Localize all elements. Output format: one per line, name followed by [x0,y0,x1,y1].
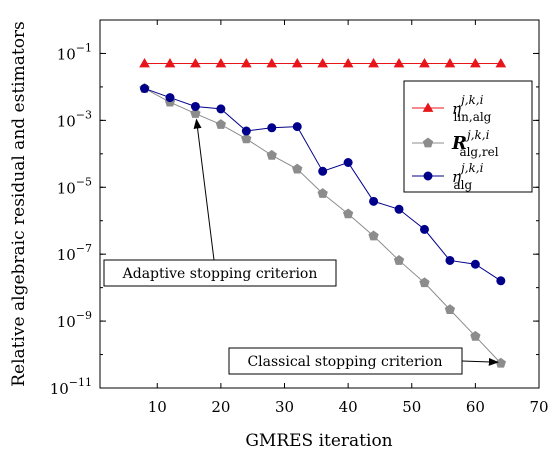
data-point [444,58,456,68]
x-tick-label: 50 [402,398,421,416]
data-point [266,149,277,160]
x-axis-title: GMRES iteration [245,431,392,451]
data-point [342,208,354,219]
data-point [292,122,302,132]
y-tick-label: 10−11 [50,376,92,398]
legend-label-0: ηj,k,i lin,alg [452,93,492,124]
annotation-classical-arrow [461,357,499,366]
legend-label-2: ηj,k,i alg [452,161,484,192]
data-point [292,163,303,174]
series-0 [139,58,507,68]
legend-marker-1 [422,137,434,148]
data-point [393,58,405,68]
legend-marker-2 [423,171,433,181]
y-tick-label: 10−9 [57,309,92,331]
y-tick-label: 10−5 [57,175,92,197]
data-point [266,58,278,68]
y-tick-label: 10−7 [57,242,92,264]
data-point [393,255,405,265]
data-point [140,83,150,93]
data-point [164,58,176,68]
data-point [394,204,404,214]
y-tick-label: 10−1 [57,41,92,63]
data-point [267,123,277,133]
x-tick-label: 20 [211,398,230,416]
annotation-adaptive-label: Adaptive stopping criterion [122,266,318,282]
annotation-classical-label: Classical stopping criterion [247,354,442,370]
data-point [495,58,507,68]
data-point [240,58,252,68]
data-point [318,166,328,176]
annotation-adaptive-arrow [193,118,215,261]
x-tick-label: 60 [466,398,485,416]
data-point [470,330,481,341]
data-point [291,58,303,68]
data-point [368,230,379,241]
data-point [470,58,481,68]
series-layer [139,58,507,368]
annotation-box-adaptive [103,259,337,287]
data-point [215,58,227,68]
data-point [241,133,252,144]
legend-marker-0 [422,102,434,112]
data-point [368,58,379,68]
data-point [317,58,329,68]
data-point [215,119,227,129]
x-tick-label: 30 [275,398,294,416]
annotation-layer: Adaptive stopping criterion Classical sto… [103,118,499,375]
axis-ticks: 10 20 30 40 50 60 70 10−11 10−9 10−7 10−5 10−3 10−1 [50,19,548,416]
data-point [216,104,226,114]
y-axis-title: Relative algebraic residual and estimato… [9,21,29,387]
data-point [190,58,201,68]
data-point [165,93,175,103]
data-point [496,276,506,286]
data-point [444,304,456,315]
data-point [445,255,455,265]
data-point [343,158,353,168]
data-point [419,277,430,288]
data-point [139,58,150,68]
data-point [369,196,379,206]
data-point [190,101,200,111]
data-point [190,108,201,118]
x-tick-label: 10 [148,398,167,416]
series-2 [140,83,506,286]
data-point [317,188,328,198]
x-tick-label: 70 [529,398,548,416]
y-tick-label: 10−3 [57,108,92,130]
data-point [419,224,429,234]
data-point [342,58,354,68]
legend-label-1: Rj,k,i alg,rel [451,128,499,159]
x-tick-label: 40 [339,398,358,416]
data-point [241,126,251,136]
data-point [419,58,430,68]
annotation-box-classical [228,347,463,375]
data-point [470,259,480,269]
